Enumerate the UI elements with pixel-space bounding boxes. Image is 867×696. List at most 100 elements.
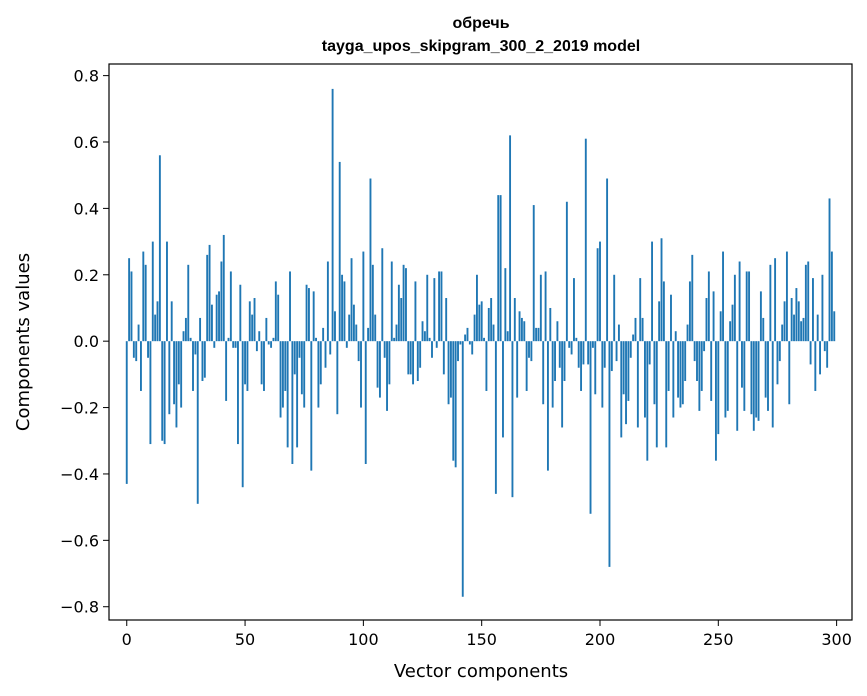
bar-113 bbox=[393, 337, 396, 342]
bar-243 bbox=[700, 341, 703, 391]
bar-50 bbox=[244, 341, 246, 385]
bar-162 bbox=[509, 135, 512, 342]
bar-255 bbox=[729, 321, 732, 342]
bar-49 bbox=[241, 341, 244, 488]
bar-256 bbox=[731, 304, 734, 342]
bar-12 bbox=[154, 314, 157, 342]
bar-261 bbox=[743, 341, 746, 411]
bar-193 bbox=[582, 341, 585, 365]
bar-244 bbox=[703, 341, 706, 352]
bar-79 bbox=[312, 291, 315, 342]
bar-116 bbox=[400, 298, 403, 342]
bar-292 bbox=[816, 314, 819, 342]
bar-250 bbox=[717, 341, 720, 435]
bar-270 bbox=[764, 341, 767, 398]
bar-100 bbox=[362, 251, 365, 342]
bar-202 bbox=[603, 341, 606, 368]
bar-59 bbox=[265, 317, 268, 342]
bar-18 bbox=[168, 341, 171, 415]
bar-280 bbox=[788, 341, 791, 405]
bar-141 bbox=[459, 341, 462, 345]
bar-204 bbox=[608, 341, 611, 567]
bar-19 bbox=[170, 301, 173, 342]
bar-207 bbox=[615, 341, 618, 362]
bar-187 bbox=[568, 341, 571, 348]
bar-157 bbox=[497, 195, 500, 342]
bar-198 bbox=[594, 341, 597, 395]
bar-36 bbox=[210, 304, 213, 342]
bar-40 bbox=[220, 261, 223, 342]
bar-115 bbox=[397, 284, 400, 342]
bar-240 bbox=[693, 341, 696, 362]
bar-120 bbox=[409, 341, 412, 375]
bar-293 bbox=[819, 341, 821, 375]
bar-296 bbox=[826, 341, 829, 368]
bar-163 bbox=[511, 341, 514, 498]
bar-254 bbox=[726, 341, 729, 411]
y-tick-label: −0.4 bbox=[60, 465, 99, 484]
bar-188 bbox=[570, 341, 573, 355]
bar-96 bbox=[352, 304, 355, 342]
bar-124 bbox=[419, 341, 422, 368]
bar-247 bbox=[710, 341, 713, 401]
bar-194 bbox=[584, 138, 587, 342]
bar-32 bbox=[201, 341, 204, 381]
bar-138 bbox=[452, 341, 455, 461]
x-axis-label: Vector components bbox=[394, 661, 568, 682]
bar-277 bbox=[781, 324, 784, 342]
bar-94 bbox=[348, 314, 351, 342]
bar-158 bbox=[499, 195, 502, 342]
bar-273 bbox=[771, 341, 774, 428]
bar-213 bbox=[629, 341, 632, 358]
bar-97 bbox=[355, 324, 358, 342]
bar-201 bbox=[601, 341, 604, 408]
bar-5 bbox=[137, 324, 140, 342]
bar-279 bbox=[785, 251, 788, 342]
bar-151 bbox=[483, 337, 485, 342]
y-tick-label: 0.6 bbox=[74, 133, 99, 152]
bar-218 bbox=[641, 317, 644, 342]
bar-214 bbox=[632, 334, 635, 342]
bar-291 bbox=[814, 341, 817, 391]
bar-91 bbox=[341, 274, 344, 342]
bar-205 bbox=[610, 341, 613, 372]
bar-92 bbox=[343, 281, 346, 342]
bar-208 bbox=[617, 324, 620, 342]
bar-145 bbox=[468, 341, 471, 345]
bar-269 bbox=[762, 317, 765, 342]
bar-123 bbox=[416, 341, 419, 381]
bar-58 bbox=[263, 341, 265, 391]
bar-224 bbox=[655, 341, 658, 448]
bar-174 bbox=[537, 327, 540, 342]
bar-84 bbox=[324, 341, 327, 368]
bar-109 bbox=[383, 341, 386, 358]
y-tick-label: 0.8 bbox=[74, 67, 99, 86]
bar-103 bbox=[369, 178, 372, 342]
bar-267 bbox=[757, 341, 760, 421]
bar-249 bbox=[714, 341, 717, 461]
bar-108 bbox=[381, 248, 384, 342]
bar-11 bbox=[151, 241, 154, 342]
bar-134 bbox=[442, 341, 445, 375]
bar-142 bbox=[461, 341, 464, 597]
bar-282 bbox=[793, 314, 795, 342]
bar-283 bbox=[795, 288, 798, 342]
bar-82 bbox=[319, 341, 322, 385]
y-axis-ticks: −0.8 −0.6 −0.4 −0.2 0.0 0.2 0.4 0.6 0.8 bbox=[60, 67, 109, 617]
bar-107 bbox=[378, 341, 381, 398]
bar-90 bbox=[338, 161, 341, 342]
bar-27 bbox=[189, 337, 192, 342]
bar-71 bbox=[293, 341, 296, 375]
bar-117 bbox=[402, 264, 405, 342]
y-tick-label: 0.0 bbox=[74, 332, 99, 351]
bar-14 bbox=[158, 155, 161, 342]
bar-295 bbox=[823, 341, 826, 352]
bar-61 bbox=[270, 341, 273, 348]
bar-235 bbox=[681, 341, 684, 405]
bar-178 bbox=[546, 341, 549, 471]
bar-118 bbox=[405, 268, 407, 342]
bar-65 bbox=[279, 341, 282, 418]
bar-147 bbox=[473, 314, 476, 342]
bar-0 bbox=[125, 341, 128, 484]
